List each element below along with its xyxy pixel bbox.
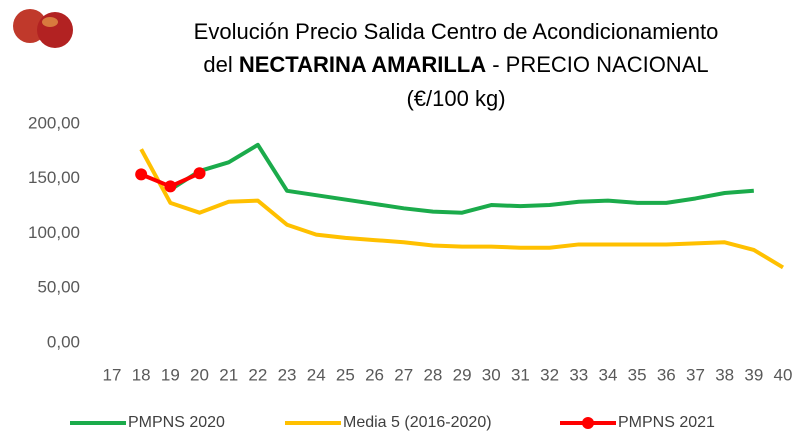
x-tick-label: 34 bbox=[598, 365, 617, 384]
series-line bbox=[141, 149, 783, 267]
x-tick-label: 40 bbox=[774, 365, 793, 384]
x-tick-label: 22 bbox=[248, 365, 267, 384]
y-tick-label: 150,00 bbox=[28, 168, 80, 187]
legend-label: PMPNS 2020 bbox=[128, 414, 225, 431]
x-tick-label: 26 bbox=[365, 365, 384, 384]
point bbox=[194, 167, 206, 179]
x-tick-label: 30 bbox=[482, 365, 501, 384]
x-tick-label: 17 bbox=[103, 365, 122, 384]
x-tick-label: 33 bbox=[569, 365, 588, 384]
chart-title: (€/100 kg) bbox=[406, 86, 505, 111]
x-tick-label: 19 bbox=[161, 365, 180, 384]
x-tick-label: 24 bbox=[307, 365, 326, 384]
y-tick-label: 200,00 bbox=[28, 113, 80, 132]
nectarine-icon bbox=[13, 9, 73, 48]
x-tick-label: 37 bbox=[686, 365, 705, 384]
chart: Evolución Precio Salida Centro de Acondi… bbox=[0, 0, 798, 438]
title-part: - PRECIO NACIONAL bbox=[486, 52, 708, 77]
x-tick-label: 29 bbox=[453, 365, 472, 384]
y-tick-label: 0,00 bbox=[47, 332, 80, 351]
x-tick-label: 36 bbox=[657, 365, 676, 384]
point bbox=[135, 168, 147, 180]
series bbox=[141, 149, 783, 267]
x-tick-label: 39 bbox=[744, 365, 763, 384]
y-tick-label: 50,00 bbox=[37, 278, 80, 297]
x-tick-label: 27 bbox=[394, 365, 413, 384]
x-tick-label: 18 bbox=[132, 365, 151, 384]
legend-label: PMPNS 2021 bbox=[618, 414, 715, 431]
y-tick-label: 100,00 bbox=[28, 223, 80, 242]
title-part: del bbox=[203, 52, 238, 77]
title-part: NECTARINA AMARILLA bbox=[239, 52, 486, 77]
legend-label: Media 5 (2016-2020) bbox=[343, 414, 492, 431]
x-tick-label: 32 bbox=[540, 365, 559, 384]
point bbox=[164, 180, 176, 192]
x-tick-label: 20 bbox=[190, 365, 209, 384]
legend-marker bbox=[582, 417, 594, 429]
x-tick-label: 28 bbox=[423, 365, 442, 384]
chart-title: Evolución Precio Salida Centro de Acondi… bbox=[194, 19, 719, 44]
x-tick-label: 35 bbox=[628, 365, 647, 384]
x-tick-label: 25 bbox=[336, 365, 355, 384]
x-tick-label: 23 bbox=[278, 365, 297, 384]
x-tick-label: 31 bbox=[511, 365, 530, 384]
x-tick-label: 21 bbox=[219, 365, 238, 384]
series bbox=[135, 167, 205, 192]
chart-title: del NECTARINA AMARILLA - PRECIO NACIONAL bbox=[203, 52, 708, 77]
x-tick-label: 38 bbox=[715, 365, 734, 384]
